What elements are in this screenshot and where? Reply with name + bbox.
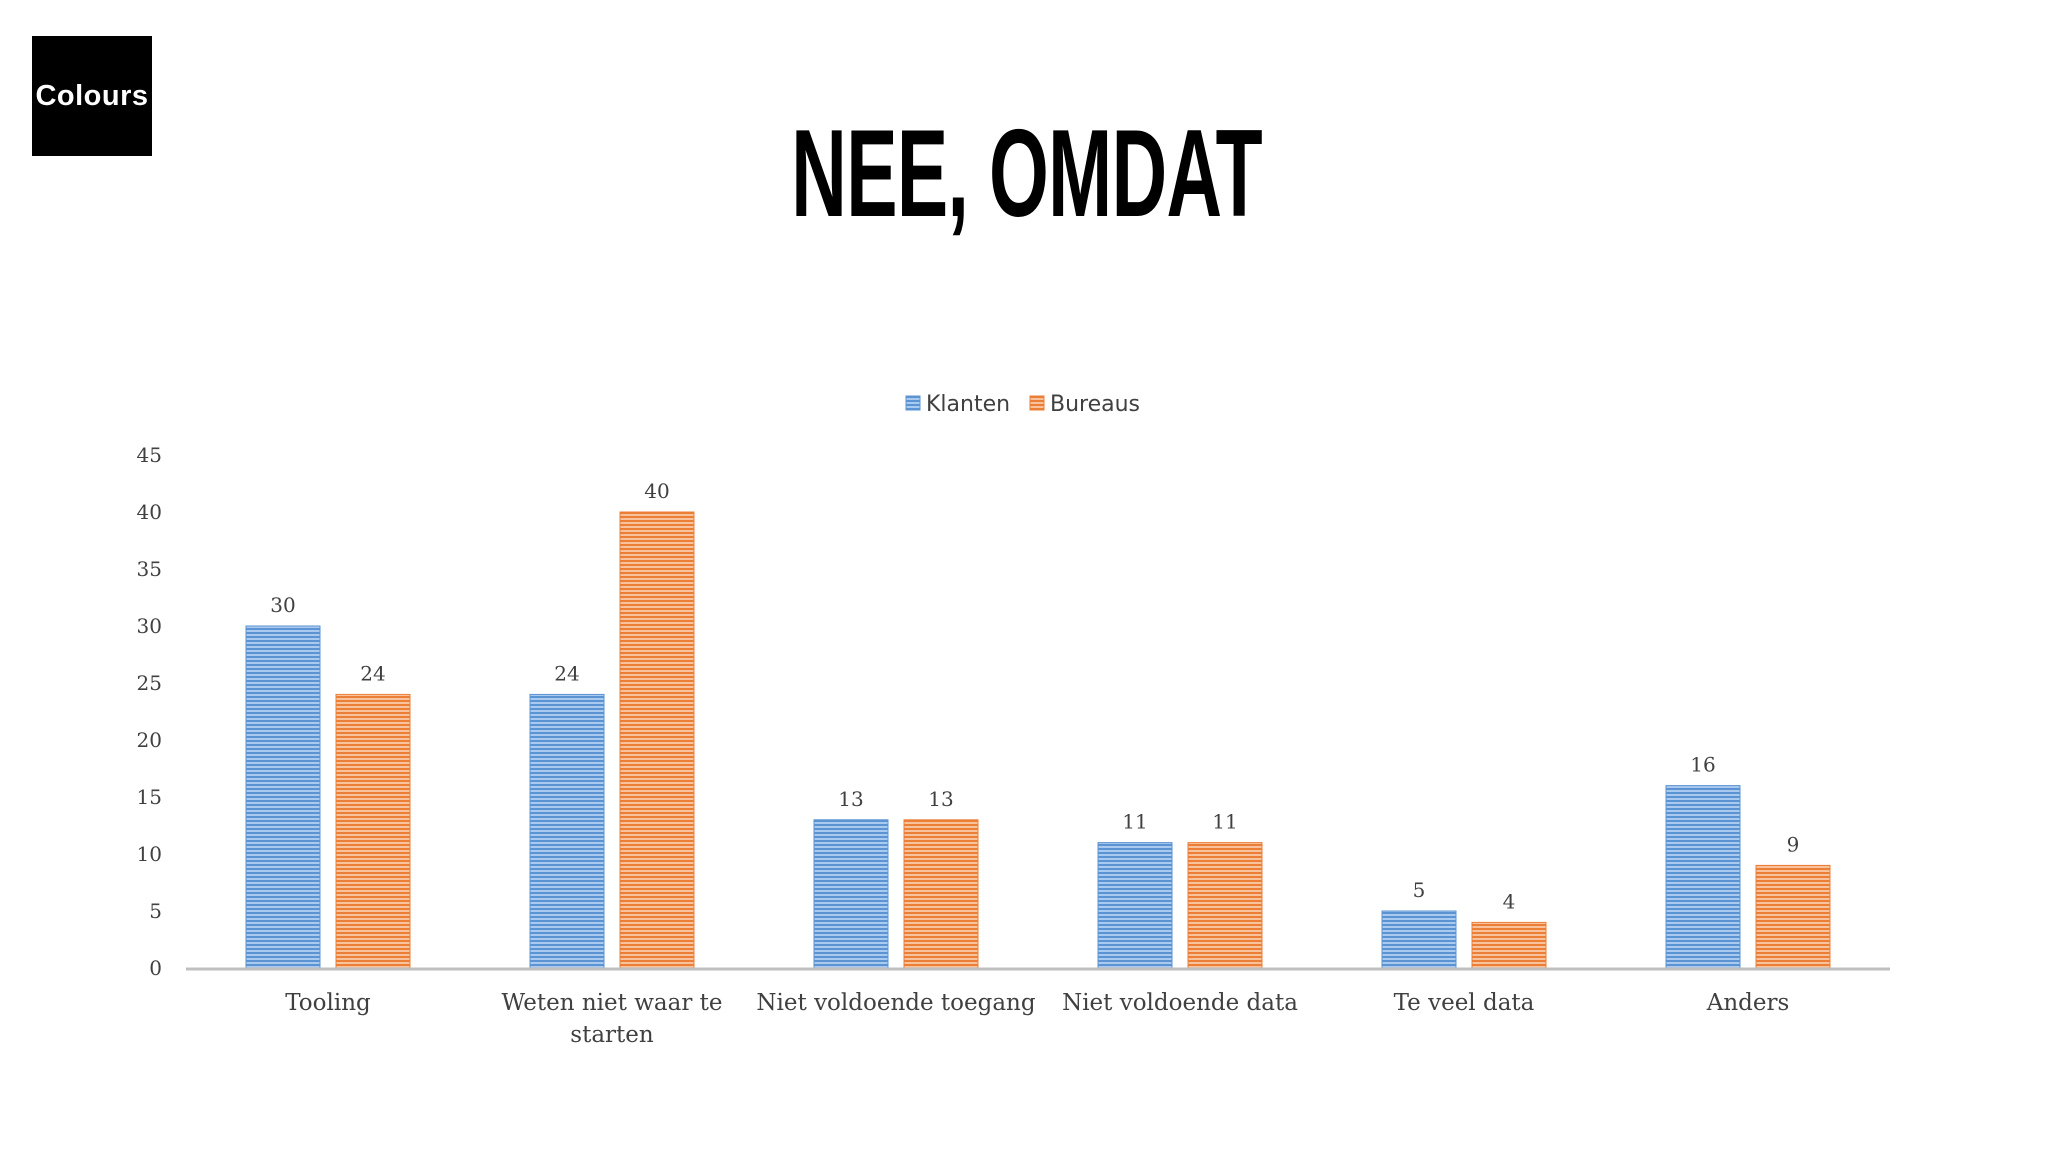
data-label: 11 (1122, 810, 1147, 834)
bars: 30 24 24 40 13 13 11 11 5 4 16 9 (245, 479, 1831, 969)
data-label: 13 (928, 787, 953, 811)
logo-text: Colours (35, 79, 149, 112)
legend-label-bureaus: Bureaus (1050, 392, 1140, 417)
y-tick-label: 45 (137, 443, 162, 467)
y-tick-label: 5 (149, 899, 162, 923)
y-tick-label: 25 (137, 671, 162, 695)
bar-klanten-1 (529, 693, 605, 969)
legend-label-klanten: Klanten (926, 392, 1010, 417)
page-title: NEE, OMDAT (791, 105, 1263, 243)
data-label: 9 (1787, 832, 1800, 856)
legend-swatch-bureaus (1029, 395, 1045, 411)
y-tick-label: 10 (137, 842, 162, 866)
bar-klanten-0 (245, 625, 321, 969)
y-tick-label: 30 (137, 614, 162, 638)
bar-bureaus-2 (903, 819, 979, 969)
legend-swatch-klanten (905, 395, 921, 411)
colours-logo: Colours (32, 36, 152, 156)
data-label: 4 (1503, 889, 1516, 913)
y-tick-label: 0 (149, 956, 162, 980)
chart-legend: Klanten Bureaus (905, 392, 1140, 417)
data-label: 30 (270, 593, 295, 617)
bar-klanten-3 (1097, 842, 1173, 969)
data-label: 40 (644, 479, 669, 503)
data-label: 16 (1690, 753, 1715, 777)
data-label: 24 (360, 661, 385, 685)
category-label: starten (570, 1022, 654, 1048)
y-tick-label: 40 (137, 500, 162, 524)
bar-bureaus-4 (1471, 921, 1547, 969)
data-label: 24 (554, 661, 579, 685)
bar-bureaus-1 (619, 511, 695, 969)
category-label: Te veel data (1394, 990, 1535, 1016)
y-tick-label: 35 (137, 557, 162, 581)
category-label: Anders (1706, 990, 1790, 1016)
bar-bureaus-3 (1187, 842, 1263, 969)
category-label: Niet voldoende data (1062, 990, 1298, 1016)
y-tick-label: 20 (137, 728, 162, 752)
category-label: Niet voldoende toegang (756, 990, 1035, 1016)
bar-klanten-4 (1381, 910, 1457, 969)
category-label: Tooling (285, 990, 371, 1016)
data-label: 13 (838, 787, 863, 811)
bar-bureaus-5 (1755, 864, 1831, 969)
y-axis: 0 5 10 15 20 25 30 35 40 45 (137, 443, 162, 980)
x-axis: Tooling Weten niet waar te starten Niet vol… (186, 967, 1890, 1048)
bar-bureaus-0 (335, 693, 411, 969)
data-label: 5 (1413, 878, 1426, 902)
bar-klanten-2 (813, 819, 889, 969)
data-label: 11 (1212, 810, 1237, 834)
category-label: Weten niet waar te (502, 990, 723, 1016)
bar-klanten-5 (1665, 785, 1741, 969)
y-tick-label: 15 (137, 785, 162, 809)
